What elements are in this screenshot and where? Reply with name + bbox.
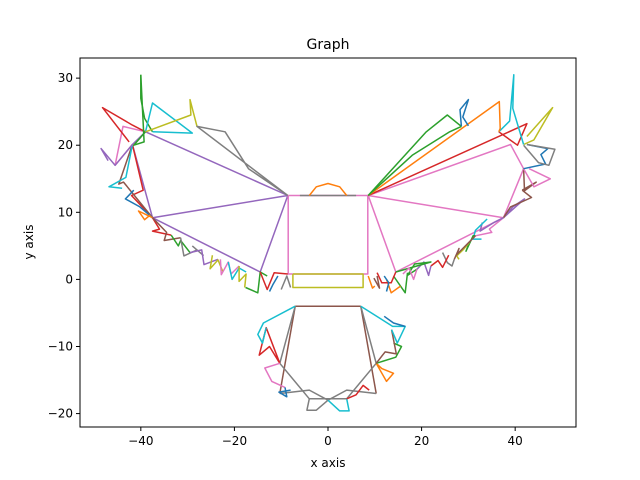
series-line-65: [479, 217, 504, 232]
series-line-78: [373, 275, 381, 289]
y-tick-label: 10: [58, 205, 73, 219]
y-axis-label: y axis: [22, 225, 36, 260]
series-line-67: [465, 235, 476, 252]
series-line-16: [278, 387, 291, 398]
series-line-56: [523, 143, 556, 167]
series-line-68: [455, 242, 470, 260]
series-line-58: [367, 122, 528, 197]
series-line-21: [375, 342, 403, 365]
series-line-63: [367, 125, 462, 197]
series-line-54: [522, 168, 552, 188]
series-line-15: [264, 362, 286, 389]
series-line-2: [367, 194, 505, 273]
series-line-32: [101, 106, 146, 143]
series-line-34: [140, 74, 154, 133]
series-line-22: [375, 329, 398, 364]
series-line-41: [179, 237, 204, 257]
series-line-17: [306, 398, 329, 411]
x-axis-ticks: −40 −20 0 20 40: [128, 427, 523, 448]
series-line-80: [383, 275, 390, 292]
y-axis-ticks: −20 −10 0 10 20 30: [48, 71, 80, 421]
series-line-52: [502, 189, 533, 219]
series-line-59: [498, 74, 525, 145]
series-line-14: [257, 305, 296, 344]
series-line-11: [279, 306, 377, 400]
series-line-9: [279, 306, 296, 394]
series-line-75: [392, 272, 409, 294]
series-line-49: [268, 275, 279, 292]
series-line-50: [280, 275, 292, 290]
series-line-79: [367, 275, 376, 289]
series-line-69: [453, 235, 476, 260]
series-line-6: [292, 273, 364, 289]
series-line-24: [383, 315, 406, 328]
series-line-40: [170, 234, 191, 254]
series-line-36: [145, 98, 198, 133]
series-line-61: [367, 114, 462, 197]
series-line-70: [441, 252, 456, 267]
series-line-3: [367, 143, 525, 218]
y-tick-label: 20: [58, 138, 73, 152]
series-line-18: [327, 398, 350, 412]
series-line-19: [346, 384, 370, 400]
series-line-45: [227, 261, 247, 281]
chart-title: Graph: [307, 37, 350, 53]
series-line-0: [151, 194, 289, 273]
y-tick-label: −20: [48, 407, 73, 421]
series-line-1: [131, 131, 289, 218]
x-tick-label: 0: [324, 434, 332, 448]
series-line-60: [367, 100, 501, 197]
y-tick-label: 0: [65, 272, 73, 286]
series-line-37: [196, 125, 289, 197]
series-line-20: [375, 362, 395, 383]
series-line-27: [124, 189, 153, 219]
series-line-48: [259, 271, 288, 291]
series-line-28: [137, 210, 153, 221]
series-line-66: [472, 218, 488, 240]
series-line-31: [100, 144, 133, 167]
series-line-57: [523, 106, 554, 146]
y-tick-label: 30: [58, 71, 73, 85]
series-line-71: [430, 254, 450, 269]
series-line-7: [308, 182, 348, 196]
series-line-47: [245, 271, 268, 294]
series-line-62: [459, 98, 470, 127]
series-line-38: [151, 217, 172, 236]
series-line-26: [118, 144, 154, 219]
series-line-77: [376, 271, 397, 284]
series-line-64: [475, 217, 504, 237]
x-axis-label: x axis: [311, 456, 346, 470]
series-line-25: [130, 144, 154, 219]
series-line-13: [258, 326, 281, 364]
series-line-74: [402, 267, 418, 281]
series-line-10: [360, 306, 377, 394]
plot-lines: [100, 74, 556, 412]
series-line-53: [521, 168, 537, 192]
series-line-29: [108, 144, 134, 189]
x-tick-label: 20: [414, 434, 429, 448]
y-tick-label: −10: [48, 339, 73, 353]
series-line-39: [151, 217, 181, 242]
x-tick-label: 40: [508, 434, 523, 448]
x-tick-label: −20: [222, 434, 247, 448]
series-line-46: [238, 266, 247, 288]
x-tick-label: −40: [128, 434, 153, 448]
series-line-35: [144, 102, 194, 134]
